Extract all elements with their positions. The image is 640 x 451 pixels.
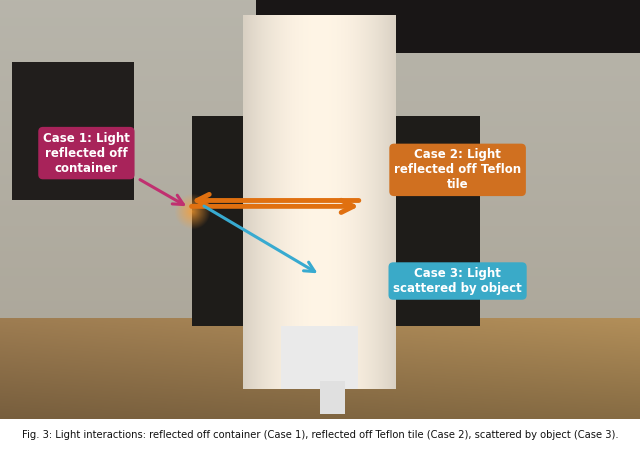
Text: Case 2: Light
reflected off Teflon
tile: Case 2: Light reflected off Teflon tile [394, 148, 521, 191]
Text: Case 3: Light
scattered by object: Case 3: Light scattered by object [393, 267, 522, 295]
Text: Case 1: Light
reflected off
container: Case 1: Light reflected off container [43, 132, 130, 175]
Text: Fig. 3: Light interactions: reflected off container (Case 1), reflected off Tefl: Fig. 3: Light interactions: reflected of… [22, 430, 618, 440]
